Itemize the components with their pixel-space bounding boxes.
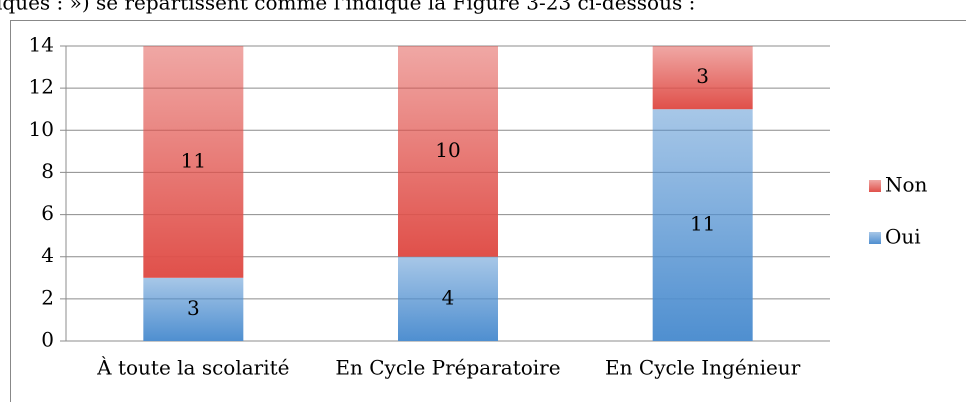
legend-label: Non xyxy=(885,173,928,197)
legend-label: Oui xyxy=(885,225,921,249)
y-tick-label: 12 xyxy=(29,75,54,99)
data-label: 10 xyxy=(435,138,460,162)
data-label: 11 xyxy=(690,212,715,236)
x-tick-label: À toute la scolarité xyxy=(96,356,289,380)
data-label: 3 xyxy=(696,64,709,88)
y-tick-label: 6 xyxy=(41,201,54,225)
data-label: 4 xyxy=(442,285,455,309)
data-label: 3 xyxy=(187,296,200,320)
caption: iques : ») se répartissent comme l'indiq… xyxy=(0,0,695,15)
data-label: 11 xyxy=(181,148,206,172)
y-tick-label: 2 xyxy=(41,285,54,309)
y-tick-label: 8 xyxy=(41,159,54,183)
legend-swatch xyxy=(869,180,881,192)
y-tick-label: 0 xyxy=(41,328,54,352)
y-tick-label: 14 xyxy=(29,33,54,57)
legend-swatch xyxy=(869,232,881,244)
x-tick-label: En Cycle Préparatoire xyxy=(335,356,560,380)
x-tick-label: En Cycle Ingénieur xyxy=(605,356,801,380)
y-tick-label: 4 xyxy=(41,243,54,267)
y-tick-label: 10 xyxy=(29,117,54,141)
